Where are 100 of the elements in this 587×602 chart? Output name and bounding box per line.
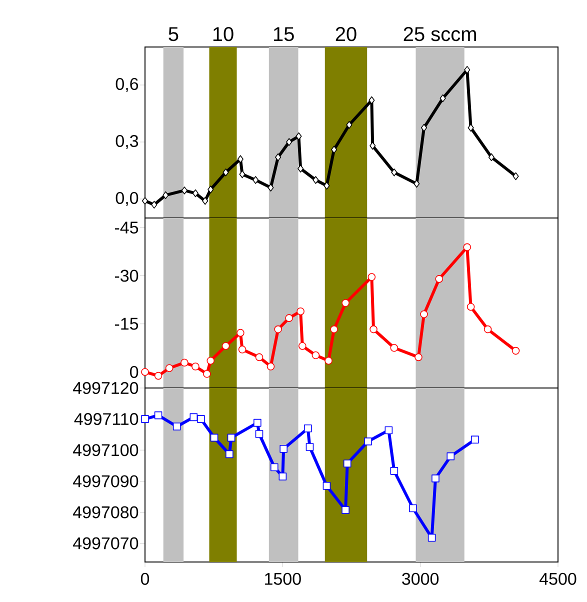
point bbox=[142, 196, 148, 205]
point bbox=[312, 176, 319, 184]
x-tick-label: 4500 bbox=[539, 572, 576, 585]
point bbox=[280, 444, 288, 453]
point bbox=[162, 191, 169, 200]
point bbox=[274, 325, 282, 334]
point bbox=[208, 186, 214, 194]
y-tick-label: 4997070 bbox=[73, 537, 138, 550]
point bbox=[440, 94, 446, 102]
point bbox=[304, 424, 312, 432]
point bbox=[343, 460, 352, 468]
point bbox=[202, 196, 208, 205]
point bbox=[236, 328, 244, 337]
point bbox=[222, 168, 229, 176]
band-label: 20 bbox=[336, 26, 356, 42]
point bbox=[409, 504, 417, 512]
point bbox=[190, 413, 198, 422]
band-label: 25 sccm bbox=[404, 26, 476, 42]
point bbox=[420, 310, 428, 318]
point bbox=[154, 372, 162, 380]
point bbox=[364, 438, 372, 446]
y-tick-label: -30 bbox=[114, 270, 138, 282]
point bbox=[324, 356, 332, 365]
point bbox=[222, 342, 230, 350]
point bbox=[342, 299, 350, 307]
point bbox=[154, 411, 162, 420]
point bbox=[141, 415, 149, 423]
point bbox=[286, 138, 292, 146]
band-label: 15 bbox=[274, 27, 294, 42]
point bbox=[306, 443, 314, 451]
point bbox=[165, 364, 174, 372]
y-tick-label: 4997100 bbox=[73, 444, 138, 456]
y-tick-label: -45 bbox=[114, 222, 138, 234]
point bbox=[255, 430, 264, 438]
point bbox=[141, 368, 149, 376]
y-tick-label: 0 bbox=[130, 366, 138, 378]
point bbox=[226, 450, 234, 458]
point bbox=[324, 182, 330, 190]
point bbox=[463, 243, 472, 252]
y-tick-label: 4997120 bbox=[73, 382, 138, 394]
point bbox=[275, 153, 282, 162]
point bbox=[471, 436, 479, 444]
point bbox=[192, 189, 198, 198]
point bbox=[252, 176, 259, 184]
point bbox=[370, 325, 378, 334]
band-label: 10 bbox=[213, 26, 234, 42]
point bbox=[391, 168, 398, 176]
point bbox=[254, 418, 262, 427]
band-label: 5 bbox=[168, 27, 178, 42]
point bbox=[488, 153, 494, 162]
y-tick-label: 4997090 bbox=[73, 475, 138, 488]
point bbox=[206, 356, 215, 365]
point bbox=[298, 342, 306, 350]
point bbox=[266, 362, 275, 370]
point bbox=[298, 164, 304, 172]
point bbox=[368, 273, 376, 281]
y-tick-label: 0,6 bbox=[116, 78, 138, 92]
point bbox=[210, 434, 218, 442]
point bbox=[192, 362, 200, 370]
y-tick-label: 4997110 bbox=[74, 413, 138, 426]
point bbox=[390, 344, 398, 352]
x-tick-label: 3000 bbox=[402, 572, 439, 585]
point bbox=[414, 180, 420, 188]
point bbox=[172, 422, 181, 430]
point bbox=[446, 452, 455, 460]
point bbox=[512, 172, 519, 180]
point bbox=[181, 186, 188, 194]
point bbox=[151, 200, 158, 209]
y-tick-label: 4997080 bbox=[73, 506, 138, 518]
point bbox=[331, 146, 338, 154]
point bbox=[390, 467, 398, 475]
y-tick-label: 0,3 bbox=[116, 134, 138, 150]
point bbox=[239, 170, 246, 178]
y-tick-label: 0,0 bbox=[116, 192, 138, 206]
point bbox=[238, 346, 246, 354]
point bbox=[180, 358, 188, 367]
point bbox=[512, 346, 520, 355]
point bbox=[435, 275, 444, 283]
point bbox=[414, 353, 422, 362]
point bbox=[268, 184, 274, 192]
y-tick-label: -15 bbox=[114, 318, 138, 330]
point bbox=[484, 325, 492, 334]
point bbox=[466, 302, 475, 311]
point bbox=[296, 307, 304, 316]
point bbox=[432, 474, 440, 482]
point bbox=[270, 463, 278, 472]
point bbox=[346, 121, 352, 129]
x-tick-label: 0 bbox=[140, 572, 150, 585]
point bbox=[464, 66, 470, 74]
point bbox=[278, 472, 287, 480]
point bbox=[255, 353, 264, 362]
point bbox=[203, 370, 211, 378]
point bbox=[342, 506, 350, 514]
point bbox=[330, 325, 338, 334]
point bbox=[312, 351, 320, 360]
point bbox=[197, 415, 205, 423]
point bbox=[237, 155, 244, 163]
point bbox=[428, 534, 436, 542]
point bbox=[227, 434, 236, 442]
point bbox=[285, 314, 293, 322]
